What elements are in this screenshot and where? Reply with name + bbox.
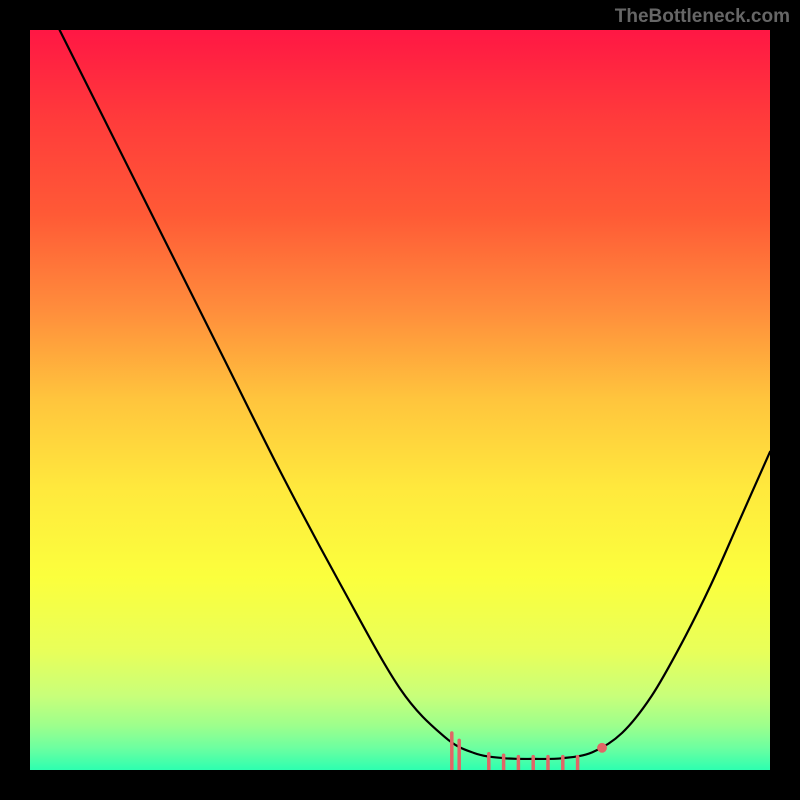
- bottom-markers: [452, 733, 607, 770]
- watermark-text: TheBottleneck.com: [615, 6, 790, 28]
- curve-layer: [30, 30, 770, 770]
- bottleneck-curve: [60, 30, 770, 759]
- plot-area: [30, 30, 770, 770]
- marker-dot: [597, 743, 607, 753]
